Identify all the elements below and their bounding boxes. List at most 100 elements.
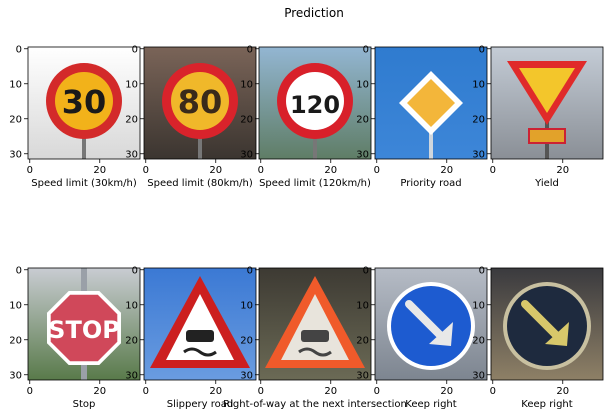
panel-label: Right-of-way at the next intersection [223, 399, 407, 410]
panel-5: 0 10 20 30 0 20 Yield [472, 44, 604, 189]
panel-4: 0 10 20 30 0 20 Priority road [356, 44, 488, 189]
panel-label: Speed limit (120km/h) [259, 178, 371, 189]
axes-frame [490, 267, 604, 381]
axes-frame [27, 46, 141, 160]
x-tick-label: 20 [440, 386, 453, 397]
x-tick-label: 20 [556, 165, 569, 176]
sign-pole [198, 133, 202, 159]
sign-symbol-lines [298, 347, 332, 357]
sign-arrow-head [545, 322, 569, 346]
x-tick-label: 0 [258, 386, 264, 397]
x-tick-label: 20 [93, 165, 106, 176]
sign-symbol [301, 330, 329, 342]
sub-plate [528, 128, 566, 144]
x-tick-label: 20 [209, 386, 222, 397]
axes-frame [258, 46, 372, 160]
y-tick-label: 10 [472, 79, 485, 90]
panel-label: Speed limit (80km/h) [147, 178, 253, 189]
panel-label: Keep right [405, 399, 456, 410]
y-tick-label: 20 [125, 114, 138, 125]
sign-number: 120 [290, 91, 340, 119]
y-tick-label: 10 [240, 300, 253, 311]
figure-title: Prediction [284, 6, 344, 20]
sign-pole [313, 133, 317, 159]
y-tick-label: 0 [16, 44, 22, 55]
y-tick-label: 20 [240, 335, 253, 346]
x-tick-label: 0 [374, 165, 380, 176]
panel-image [259, 268, 371, 380]
y-tick-label: 30 [356, 370, 369, 381]
panel-10: 0 10 20 30 0 20 Keep right [472, 265, 604, 410]
y-tick-label: 30 [240, 149, 253, 160]
panel-1: 30 0 10 20 30 0 20 Speed limit (30km/h) [9, 44, 141, 189]
axes-frame [490, 46, 604, 160]
panel-8: 0 10 20 30 0 20 Right-of-way at the next inter… [223, 265, 407, 410]
sign-pole [429, 131, 433, 159]
panel-7: 0 10 20 30 0 20 Slippery road [125, 265, 257, 410]
sign-face [407, 79, 455, 127]
panel-3: 120 0 10 20 30 0 20 Speed limit (120km/h) [240, 44, 372, 189]
panel-image [491, 47, 603, 159]
y-tick-label: 0 [363, 44, 369, 55]
axes-frame [374, 46, 488, 160]
panel-label: Priority road [400, 178, 461, 189]
axes-frame [258, 267, 372, 381]
y-tick-label: 0 [247, 265, 253, 276]
axes-frame [143, 46, 257, 160]
y-tick-label: 10 [9, 300, 22, 311]
y-tick-label: 30 [356, 149, 369, 160]
sign-face [166, 294, 234, 360]
x-tick-label: 0 [490, 165, 496, 176]
x-tick-label: 0 [27, 386, 33, 397]
panel-image: 80 [144, 47, 256, 159]
x-tick-label: 20 [324, 386, 337, 397]
panel-label: Slippery road [167, 399, 233, 410]
y-tick-label: 0 [247, 44, 253, 55]
y-tick-label: 0 [132, 44, 138, 55]
y-tick-label: 10 [356, 79, 369, 90]
x-tick-label: 20 [93, 386, 106, 397]
x-tick-label: 20 [556, 386, 569, 397]
y-tick-label: 20 [240, 114, 253, 125]
x-tick-label: 0 [143, 165, 149, 176]
axes-frame [143, 267, 257, 381]
y-tick-label: 0 [479, 265, 485, 276]
y-tick-label: 30 [240, 370, 253, 381]
panel-image [375, 268, 487, 380]
y-tick-label: 0 [132, 265, 138, 276]
y-tick-label: 20 [125, 335, 138, 346]
sign-number: 30 [62, 83, 107, 121]
panel-label: Stop [73, 399, 96, 410]
panel-6: STOP 0 10 20 30 0 20 Stop [9, 265, 141, 410]
y-tick-label: 20 [356, 114, 369, 125]
panel-label: Yield [534, 178, 559, 189]
y-tick-label: 20 [9, 114, 22, 125]
panel-label: Speed limit (30km/h) [31, 178, 137, 189]
y-tick-label: 20 [356, 335, 369, 346]
axes-frame [374, 267, 488, 381]
y-tick-label: 10 [125, 300, 138, 311]
x-tick-label: 0 [374, 386, 380, 397]
sign-arrow-shaft [405, 300, 445, 340]
y-tick-label: 10 [9, 79, 22, 90]
panel-image: 120 [259, 47, 371, 159]
x-tick-label: 20 [324, 165, 337, 176]
sign-face [281, 294, 349, 360]
x-tick-label: 0 [143, 386, 149, 397]
x-tick-label: 20 [440, 165, 453, 176]
panel-2: 80 0 10 20 30 0 20 Speed limit (80km/h) [125, 44, 257, 189]
sign-arrow-shaft [521, 300, 561, 340]
sign-text: STOP [48, 316, 120, 344]
y-tick-label: 30 [125, 370, 138, 381]
sign-symbol-lines [183, 347, 217, 357]
x-tick-label: 0 [27, 165, 33, 176]
y-tick-label: 30 [9, 149, 22, 160]
y-tick-label: 10 [472, 300, 485, 311]
sign-face [171, 72, 229, 130]
panel-image [144, 268, 256, 380]
y-tick-label: 10 [125, 79, 138, 90]
y-tick-label: 30 [125, 149, 138, 160]
sign-face [50, 294, 118, 362]
panel-image: 30 [28, 47, 140, 159]
